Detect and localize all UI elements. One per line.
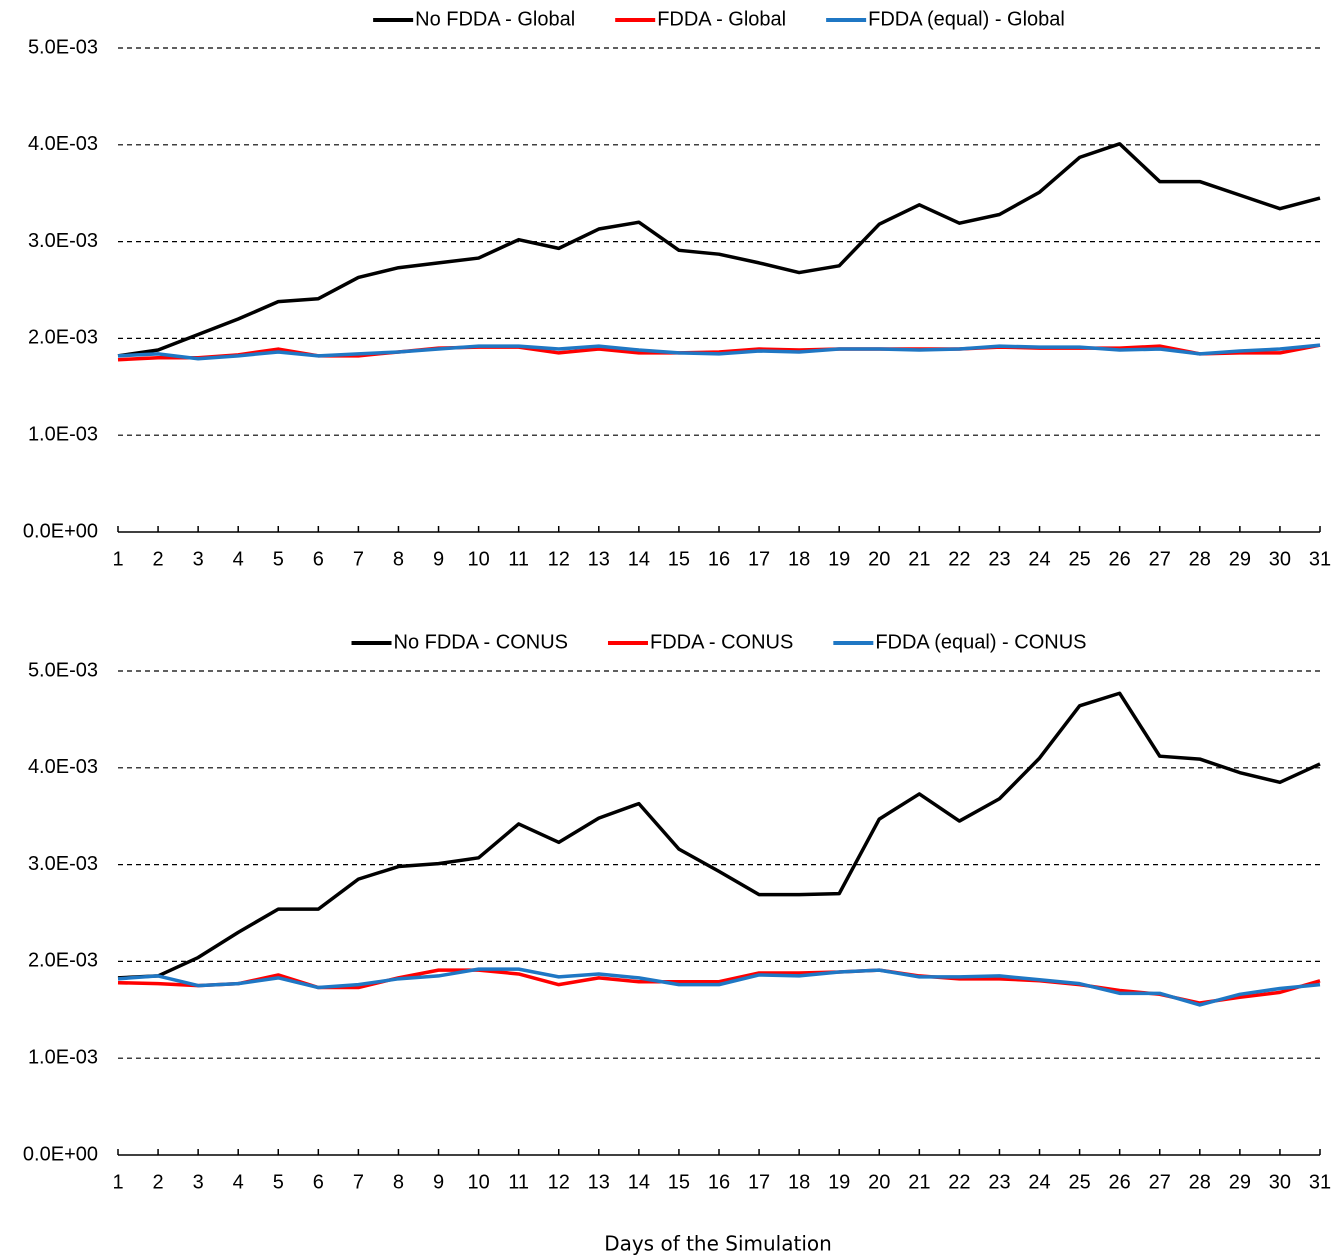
x-tick-label: 12 <box>548 1171 570 1193</box>
legend-label: FDDA (equal) - CONUS <box>875 631 1086 653</box>
x-tick-label: 9 <box>433 1171 444 1193</box>
y-tick-label: 5.0E-03 <box>28 659 98 681</box>
series-line <box>117 968 1321 1005</box>
legend: No FDDA - CONUS FDDA - CONUS FDDA (equal) … <box>351 631 1086 653</box>
x-tick-label: 5 <box>273 1171 284 1193</box>
x-tick-label: 25 <box>1068 548 1090 570</box>
x-tick-label: 14 <box>628 548 650 570</box>
y-tick-label: 4.0E-03 <box>28 133 98 155</box>
x-tick-label: 9 <box>433 548 444 570</box>
x-tick-label: 3 <box>193 548 204 570</box>
x-tick-label: 24 <box>1028 1171 1050 1193</box>
x-tick-label: 30 <box>1269 1171 1291 1193</box>
x-tick-label: 11 <box>508 1171 529 1193</box>
x-tick-label: 31 <box>1309 1171 1331 1193</box>
x-tick-label: 27 <box>1149 548 1171 570</box>
x-tick-label: 18 <box>788 1171 810 1193</box>
x-tick-label: 10 <box>467 1171 489 1193</box>
x-tick-label: 22 <box>948 1171 970 1193</box>
x-tick-label: 8 <box>393 1171 404 1193</box>
y-tick-label: 1.0E-03 <box>28 1046 98 1068</box>
y-tick-label: 1.0E-03 <box>28 423 98 445</box>
x-tick-label: 28 <box>1189 548 1211 570</box>
y-tick-label: 4.0E-03 <box>28 756 98 778</box>
x-tick-label: 8 <box>393 548 404 570</box>
x-tick-label: 17 <box>748 1171 770 1193</box>
x-tick-label: 23 <box>988 548 1010 570</box>
x-tick-label: 23 <box>988 1171 1010 1193</box>
x-tick-label: 21 <box>908 1171 930 1193</box>
series-line <box>117 691 1321 980</box>
x-tick-label: 2 <box>153 1171 164 1193</box>
x-tick-label: 22 <box>948 548 970 570</box>
x-tick-label: 19 <box>828 1171 850 1193</box>
x-tick-label: 25 <box>1068 1171 1090 1193</box>
x-tick-label: 20 <box>868 1171 890 1193</box>
x-tick-label: 2 <box>153 548 164 570</box>
x-tick-label: 19 <box>828 548 850 570</box>
x-tick-label: 4 <box>233 1171 244 1193</box>
x-tick-label: 29 <box>1229 1171 1251 1193</box>
y-tick-label: 3.0E-03 <box>28 853 98 875</box>
x-tick-label: 6 <box>313 548 324 570</box>
x-tick-label: 17 <box>748 548 770 570</box>
x-tick-label: 30 <box>1269 548 1291 570</box>
x-tick-label: 28 <box>1189 1171 1211 1193</box>
x-tick-label: 3 <box>193 1171 204 1193</box>
legend: No FDDA - Global FDDA - Global FDDA (equal… <box>373 8 1065 30</box>
x-tick-label: 24 <box>1028 548 1050 570</box>
legend-label: No FDDA - CONUS <box>394 631 568 653</box>
y-tick-label: 2.0E-03 <box>28 950 98 972</box>
x-tick-label: 18 <box>788 548 810 570</box>
legend-label: FDDA (equal) - Global <box>868 8 1065 30</box>
x-tick-label: 21 <box>908 548 930 570</box>
series-line <box>117 343 1321 361</box>
x-tick-label: 1 <box>112 1171 123 1193</box>
y-tick-label: 2.0E-03 <box>28 327 98 349</box>
series-line <box>117 142 1321 358</box>
x-tick-label: 5 <box>273 548 284 570</box>
y-tick-label: 5.0E-03 <box>28 36 98 58</box>
y-tick-label: 3.0E-03 <box>28 230 98 252</box>
x-tick-label: 20 <box>868 548 890 570</box>
x-tick-label: 13 <box>588 548 610 570</box>
x-tick-label: 10 <box>467 548 489 570</box>
legend-label: FDDA - CONUS <box>650 631 793 653</box>
x-tick-label: 15 <box>668 1171 690 1193</box>
legend-label: FDDA - Global <box>657 8 786 30</box>
x-tick-label: 26 <box>1109 548 1131 570</box>
x-tick-label: 12 <box>548 548 570 570</box>
x-tick-label: 7 <box>353 1171 364 1193</box>
x-tick-label: 27 <box>1149 1171 1171 1193</box>
y-tick-label: 0.0E+00 <box>23 520 98 542</box>
legend-label: No FDDA - Global <box>415 8 575 30</box>
y-tick-label: 0.0E+00 <box>23 1143 98 1165</box>
x-tick-label: 31 <box>1309 548 1331 570</box>
x-tick-label: 6 <box>313 1171 324 1193</box>
x-tick-label: 11 <box>508 548 529 570</box>
x-tick-label: 15 <box>668 548 690 570</box>
x-tick-label: 7 <box>353 548 364 570</box>
x-tick-label: 16 <box>708 548 730 570</box>
x-tick-label: 14 <box>628 1171 650 1193</box>
x-tick-label: 26 <box>1109 1171 1131 1193</box>
x-axis-label: Days of the Simulation <box>604 1232 832 1256</box>
x-tick-label: 16 <box>708 1171 730 1193</box>
x-tick-label: 1 <box>112 548 123 570</box>
series-line <box>117 967 1321 1007</box>
x-tick-label: 13 <box>588 1171 610 1193</box>
x-tick-label: 29 <box>1229 548 1251 570</box>
x-tick-label: 4 <box>233 548 244 570</box>
